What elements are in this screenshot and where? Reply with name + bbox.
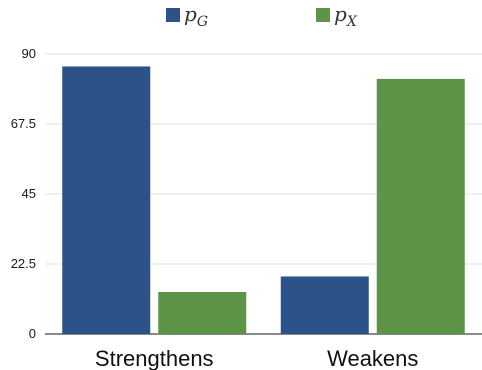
legend-item: pG (166, 2, 208, 30)
legend-item: pX (316, 2, 358, 30)
legend-label: pG (184, 2, 208, 30)
y-tick-label: 67.5 (11, 116, 36, 131)
bar-strengthens-p_x (158, 292, 247, 334)
legend-label: pX (334, 2, 358, 30)
x-axis: Strengthens Weakens (95, 346, 418, 370)
bar-weakens-p_x (376, 78, 465, 334)
bars (62, 66, 465, 334)
y-tick-label: 0 (29, 326, 36, 341)
bar-strengthens-p_g (62, 66, 151, 334)
legend-swatch (316, 8, 330, 22)
legend: pG pX (166, 2, 358, 30)
bar-weakens-p_g (280, 276, 369, 334)
x-category-label: Weakens (327, 346, 418, 370)
y-tick-label: 90 (22, 46, 36, 61)
legend-swatch (166, 8, 180, 22)
x-category-label: Strengthens (95, 346, 214, 370)
y-axis: 0 22.5 45 67.5 90 (11, 46, 36, 341)
y-tick-label: 45 (22, 186, 36, 201)
y-tick-label: 22.5 (11, 256, 36, 271)
